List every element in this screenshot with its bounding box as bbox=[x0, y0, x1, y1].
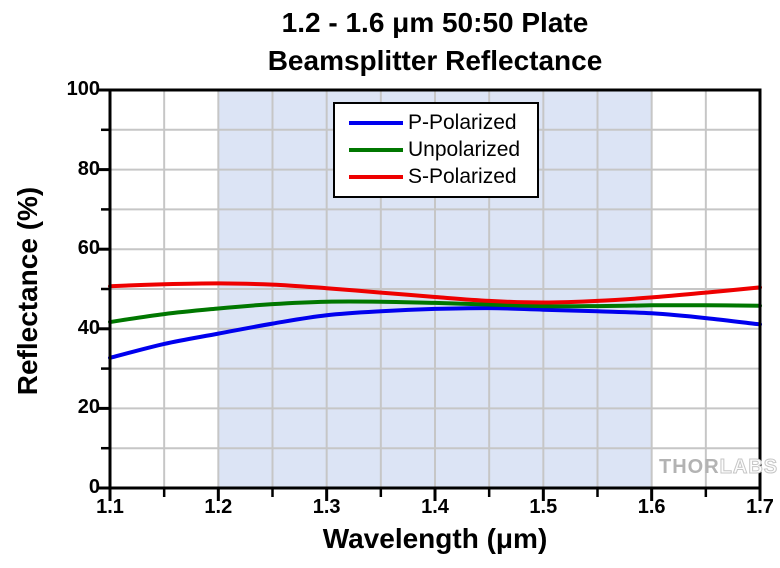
thorlabs-watermark: THORLABS bbox=[659, 456, 778, 479]
chart-title: 1.2 - 1.6 μm 50:50 Plate Beamsplitter Re… bbox=[90, 4, 780, 80]
legend-label-s-polarized: S-Polarized bbox=[408, 165, 517, 188]
x-tick-label: 1.1 bbox=[96, 496, 124, 518]
y-tick-label: 80 bbox=[77, 157, 100, 180]
x-tick-label: 1.6 bbox=[637, 496, 666, 518]
x-tick-label: 1.4 bbox=[421, 496, 449, 518]
p-polarized-line-sample bbox=[349, 121, 403, 125]
legend-row-s-polarized: S-Polarized bbox=[341, 165, 531, 189]
y-tick-label: 20 bbox=[77, 396, 100, 419]
thorlabs-watermark-outline: LABS bbox=[719, 456, 779, 479]
s-polarized-curve bbox=[108, 281, 762, 305]
chart-title-line2: Beamsplitter Reflectance bbox=[267, 45, 603, 76]
unpolarized-line-sample bbox=[349, 148, 403, 152]
unpolarized-curve bbox=[108, 299, 762, 324]
y-tick-label: 0 bbox=[88, 476, 100, 498]
x-tick-label: 1.5 bbox=[529, 496, 558, 518]
x-tick-label: 1.3 bbox=[312, 496, 341, 518]
p-polarized-curve bbox=[108, 306, 762, 360]
legend-row-unpolarized: Unpolarized bbox=[341, 138, 531, 162]
x-axis-label: Wavelength (μm) bbox=[322, 523, 548, 554]
plot-frame bbox=[108, 88, 762, 490]
y-axis-label: Reflectance (%) bbox=[12, 186, 43, 396]
legend-label-p-polarized: P-Polarized bbox=[408, 111, 517, 134]
s-polarized-line-sample bbox=[349, 175, 403, 179]
legend-label-unpolarized: Unpolarized bbox=[408, 138, 521, 161]
chart-title-line1: 1.2 - 1.6 μm 50:50 Plate bbox=[281, 7, 589, 38]
thorlabs-watermark-solid: THOR bbox=[659, 456, 720, 478]
x-tick-label: 1.7 bbox=[746, 496, 774, 518]
y-tick-label: 100 bbox=[66, 78, 100, 100]
legend-row-p-polarized: P-Polarized bbox=[341, 111, 531, 135]
y-tick-label: 40 bbox=[77, 316, 100, 339]
legend: P-Polarized Unpolarized S-Polarized bbox=[333, 102, 539, 198]
y-tick-label: 60 bbox=[77, 237, 100, 260]
x-tick-label: 1.2 bbox=[204, 496, 233, 518]
